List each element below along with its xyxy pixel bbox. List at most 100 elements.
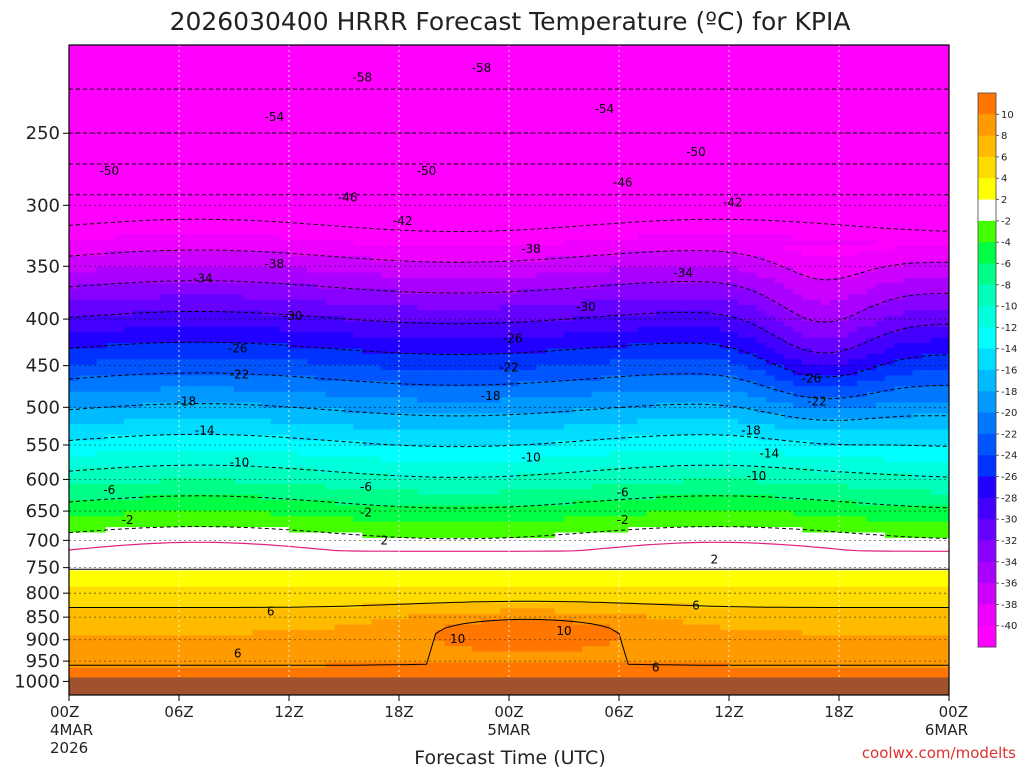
temperature-cell [334,88,345,95]
temperature-cell [215,364,226,371]
temperature-cell [224,175,235,182]
temperature-cell [169,223,180,230]
temperature-cell [87,673,98,680]
temperature-cell [169,256,180,263]
temperature-cell [371,202,382,209]
temperature-cell [279,191,290,198]
temperature-cell [380,570,391,577]
temperature-cell [197,223,208,230]
temperature-cell [444,158,455,165]
temperature-cell [69,370,79,377]
temperature-cell [279,45,290,52]
temperature-cell [334,483,345,490]
temperature-cell [206,489,217,496]
temperature-cell [105,608,116,615]
temperature-cell [188,332,198,339]
temperature-cell [169,342,180,349]
temperature-cell [334,386,345,393]
temperature-cell [169,207,180,214]
temperature-cell [426,337,437,344]
temperature-cell [408,164,418,171]
temperature-cell [417,245,428,252]
temperature-cell [215,234,226,241]
temperature-cell [133,673,143,680]
temperature-cell [353,256,363,263]
temperature-cell [224,61,235,68]
temperature-cell [408,310,418,317]
temperature-cell [243,326,253,333]
temperature-cell [243,272,253,279]
temperature-cell [289,175,299,182]
temperature-cell [224,348,235,355]
temperature-cell [69,66,79,73]
temperature-cell [399,315,409,322]
temperature-cell [243,435,253,442]
temperature-cell [169,267,180,274]
temperature-cell [160,630,171,637]
temperature-cell [114,207,125,214]
temperature-cell [261,142,272,149]
temperature-cell [371,267,382,274]
temperature-cell [87,391,98,398]
temperature-cell [298,115,308,122]
temperature-cell [188,77,198,84]
temperature-cell [307,245,318,252]
temperature-cell [289,565,299,572]
temperature-cell [87,505,98,512]
temperature-cell [316,510,327,517]
temperature-cell [179,332,189,339]
temperature-cell [252,505,263,512]
temperature-cell [169,240,180,247]
temperature-cell [389,483,400,490]
temperature-cell [261,305,272,312]
temperature-cell [417,142,428,149]
temperature-cell [105,630,116,637]
temperature-cell [334,500,345,507]
temperature-cell [399,55,409,62]
temperature-cell [142,175,153,182]
temperature-cell [69,169,79,176]
temperature-cell [389,462,400,469]
temperature-cell [371,50,382,57]
temperature-cell [316,494,327,501]
temperature-cell [114,445,125,452]
temperature-cell [298,445,308,452]
temperature-cell [224,142,235,149]
temperature-cell [399,429,409,436]
temperature-cell [444,451,455,458]
temperature-cell [426,613,437,620]
temperature-cell [69,386,79,393]
temperature-cell [234,510,244,517]
temperature-cell [325,435,336,442]
temperature-cell [252,207,263,214]
temperature-cell [188,462,198,469]
temperature-cell [151,554,162,561]
temperature-cell [124,147,134,154]
temperature-cell [362,196,373,203]
temperature-cell [234,104,244,111]
temperature-cell [380,435,391,442]
temperature-cell [344,424,354,431]
temperature-cell [435,164,446,171]
temperature-cell [133,391,143,398]
temperature-cell [371,657,382,664]
temperature-cell [334,250,345,257]
temperature-cell [224,359,235,366]
temperature-cell [78,207,88,214]
temperature-cell [435,294,446,301]
temperature-cell [261,380,272,387]
temperature-cell [307,619,318,626]
temperature-cell [105,337,116,344]
temperature-cell [380,61,391,68]
temperature-cell [362,646,373,653]
temperature-cell [197,45,208,52]
temperature-cell [179,537,189,544]
temperature-cell [399,527,409,534]
temperature-cell [105,342,116,349]
temperature-cell [105,305,116,312]
temperature-cell [389,510,400,517]
temperature-cell [270,413,281,420]
temperature-cell [188,191,198,198]
temperature-cell [197,126,208,133]
temperature-cell [325,256,336,263]
